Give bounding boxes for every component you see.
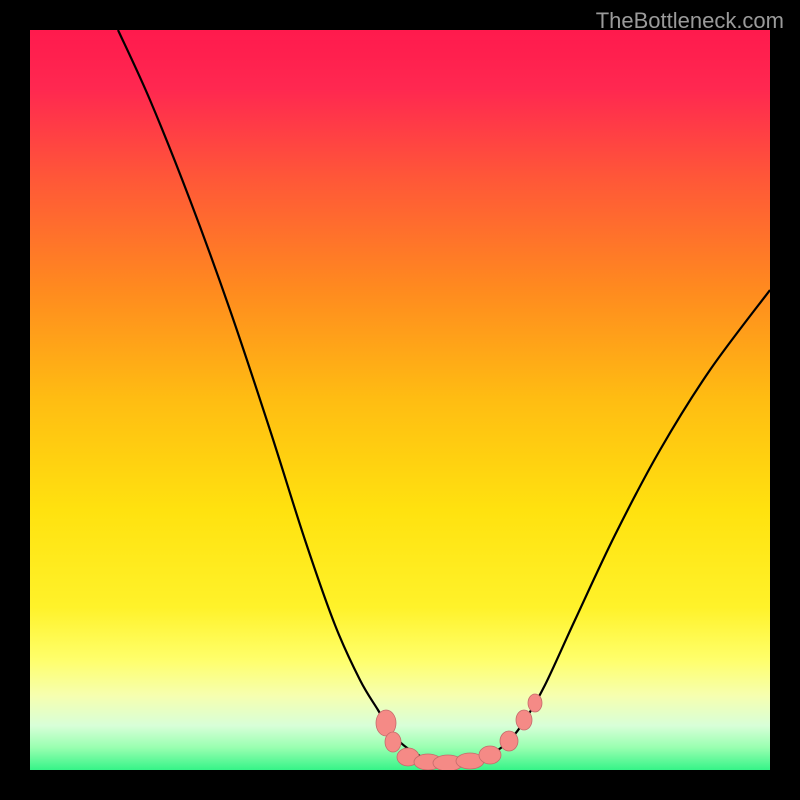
curve-marker — [500, 731, 518, 751]
curve-marker — [528, 694, 542, 712]
chart-svg — [30, 30, 770, 770]
watermark-text: TheBottleneck.com — [596, 8, 784, 34]
curve-marker — [479, 746, 501, 764]
curve-marker — [385, 732, 401, 752]
curve-marker — [516, 710, 532, 730]
bottleneck-chart — [30, 30, 770, 770]
chart-background — [30, 30, 770, 770]
